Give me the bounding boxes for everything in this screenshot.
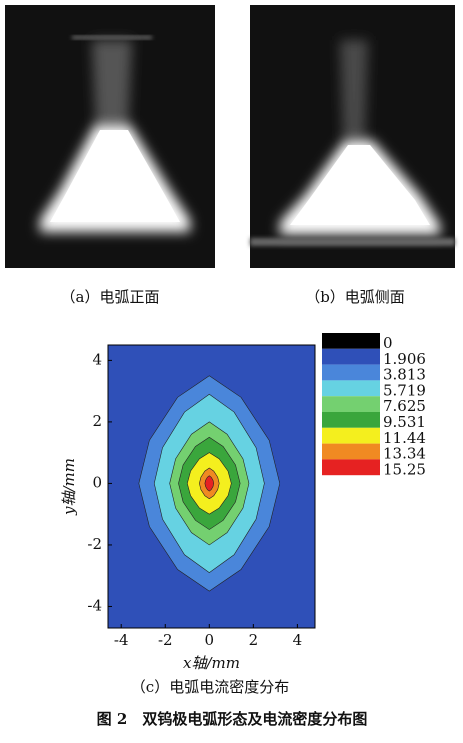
chart-caption: （c）电弧电流密度分布 bbox=[131, 678, 289, 696]
contour-region bbox=[204, 475, 215, 492]
x-tick-label: -2 bbox=[158, 631, 173, 649]
x-tick-label: -4 bbox=[114, 631, 129, 649]
figure-caption: 图 2 双钨极电弧形态及电流密度分布图 bbox=[97, 710, 368, 728]
panel-caption: （a）电弧正面 bbox=[61, 288, 160, 306]
colorbar-block bbox=[322, 333, 380, 349]
colorbar-block bbox=[322, 364, 380, 381]
panel-caption: （b）电弧侧面 bbox=[305, 288, 405, 306]
x-tick-label: 4 bbox=[293, 631, 303, 649]
colorbar-block bbox=[322, 427, 380, 444]
colorbar-block bbox=[322, 412, 380, 428]
colorbar-block bbox=[322, 443, 380, 460]
colorbar-block bbox=[322, 459, 380, 476]
plot-frame bbox=[107, 344, 316, 629]
colorbar-label: 3.813 bbox=[383, 366, 426, 384]
colorbar-block bbox=[322, 380, 380, 397]
y-tick-label: 0 bbox=[92, 473, 102, 491]
y-axis-label: y轴/mm bbox=[60, 458, 78, 516]
colorbar-label: 13.34 bbox=[383, 445, 426, 463]
x-axis-label: x轴/mm bbox=[183, 654, 240, 672]
colorbar-block bbox=[322, 396, 380, 412]
x-tick-label: 2 bbox=[249, 631, 259, 649]
colorbar-label: 7.625 bbox=[383, 397, 426, 415]
y-tick-label: -4 bbox=[87, 596, 102, 614]
photo-b bbox=[250, 5, 455, 268]
y-tick-label: 4 bbox=[92, 350, 102, 368]
x-tick-label: 0 bbox=[205, 631, 215, 649]
colorbar-label: 5.719 bbox=[383, 381, 426, 399]
colorbar-label: 15.25 bbox=[383, 460, 426, 478]
y-tick-label: -2 bbox=[87, 535, 102, 553]
photo-a bbox=[5, 5, 215, 268]
contour-plot: -4 -2 0 2 4-4-2024x轴/mmy轴/mm01.9063.8135.719… bbox=[60, 333, 426, 672]
colorbar-label: 0 bbox=[383, 334, 393, 352]
colorbar-label: 9.531 bbox=[383, 413, 426, 431]
colorbar-block bbox=[322, 348, 380, 365]
y-tick-label: 2 bbox=[92, 412, 102, 430]
colorbar-label: 1.906 bbox=[383, 350, 426, 368]
colorbar-label: 11.44 bbox=[383, 429, 426, 447]
